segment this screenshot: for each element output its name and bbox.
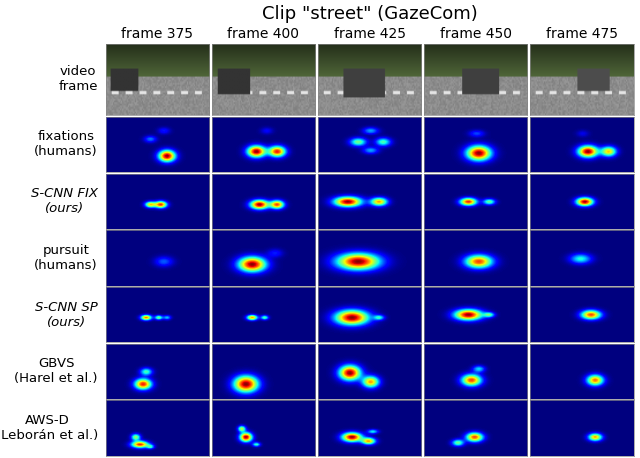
Text: S-CNN SP
(ours): S-CNN SP (ours)	[35, 300, 98, 329]
Text: S-CNN FIX
(ours): S-CNN FIX (ours)	[31, 187, 98, 215]
Text: AWS-D
(Leborán et al.): AWS-D (Leborán et al.)	[0, 414, 98, 442]
Text: frame 450: frame 450	[440, 27, 512, 41]
Text: frame 375: frame 375	[122, 27, 193, 41]
Text: GBVS
(Harel et al.): GBVS (Harel et al.)	[15, 357, 98, 385]
Text: frame 425: frame 425	[333, 27, 406, 41]
Text: video
frame: video frame	[58, 65, 98, 93]
Text: frame 475: frame 475	[546, 27, 618, 41]
Text: Clip "street" (GazeCom): Clip "street" (GazeCom)	[262, 5, 477, 22]
Text: fixations
(humans): fixations (humans)	[35, 131, 98, 158]
Text: pursuit
(humans): pursuit (humans)	[35, 244, 98, 272]
Text: frame 400: frame 400	[227, 27, 300, 41]
